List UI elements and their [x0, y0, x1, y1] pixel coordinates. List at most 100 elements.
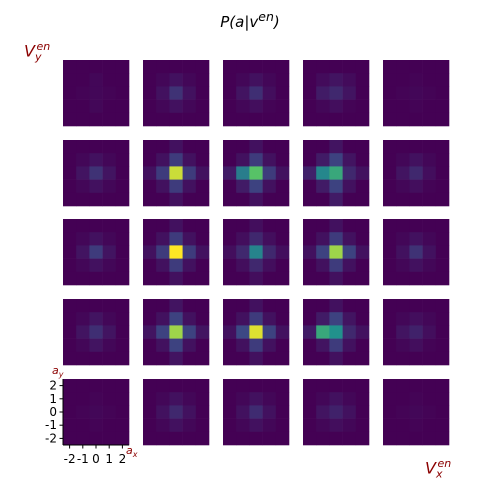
heatmap-cell — [329, 60, 343, 74]
heatmap-cell — [63, 299, 77, 313]
heatmap-cell — [102, 258, 117, 273]
heatmap-cell — [383, 325, 397, 339]
heatmap-cell — [89, 219, 103, 233]
heatmap-cell — [156, 179, 170, 194]
heatmap-cell — [236, 351, 250, 366]
heatmap-cell — [169, 60, 183, 74]
heatmap-cell — [316, 338, 330, 353]
heatmap-cell — [355, 112, 370, 127]
heatmap-cell — [102, 73, 117, 87]
heatmap-cell — [342, 60, 357, 74]
heatmap-cell — [89, 99, 103, 114]
heatmap-cell — [89, 112, 103, 127]
heatmap-cell — [156, 312, 170, 326]
heatmap-cell — [156, 325, 170, 339]
heatmap-cell — [329, 73, 343, 87]
heatmap-cell — [89, 392, 103, 406]
heatmap-cell — [169, 140, 183, 154]
heatmap-cell — [435, 271, 450, 286]
heatmap-cell — [342, 338, 357, 353]
heatmap-cell — [383, 312, 397, 326]
heatmap-cell — [156, 140, 170, 154]
heatmap-cell — [236, 299, 250, 313]
heatmap-cell — [143, 351, 157, 366]
heatmap-cell — [169, 271, 183, 286]
heatmap-cell — [249, 325, 263, 339]
heatmap-cell — [223, 99, 237, 114]
heatmap-cell — [329, 312, 343, 326]
heatmap-cell — [383, 99, 397, 114]
heatmap-cell — [182, 418, 197, 433]
heatmap-cell — [76, 258, 90, 273]
heatmap-cell — [143, 140, 157, 154]
heatmap-cell — [156, 166, 170, 180]
heatmap-panel — [143, 219, 210, 286]
heatmap-cell — [303, 299, 317, 313]
heatmap-cell — [303, 392, 317, 406]
heatmap-cell — [316, 112, 330, 127]
heatmap-cell — [223, 86, 237, 100]
heatmap-panel — [63, 60, 130, 127]
heatmap-cell — [236, 232, 250, 246]
heatmap-cell — [396, 379, 410, 393]
heatmap-cell — [342, 179, 357, 194]
heatmap-cell — [115, 86, 130, 100]
heatmap-cell — [396, 258, 410, 273]
heatmap-cell — [143, 232, 157, 246]
heatmap-cell — [249, 232, 263, 246]
heatmap-cell — [102, 166, 117, 180]
heatmap-cell — [143, 219, 157, 233]
heatmap-cell — [63, 140, 77, 154]
heatmap-cell — [249, 86, 263, 100]
heatmap-panel — [303, 379, 370, 446]
heatmap-cell — [303, 179, 317, 194]
heatmap-cell — [115, 325, 130, 339]
heatmap-cell — [435, 73, 450, 87]
heatmap-cell — [275, 192, 290, 207]
heatmap-cell — [342, 112, 357, 127]
heatmap-panel — [223, 219, 290, 286]
heatmap-cell — [422, 338, 437, 353]
heatmap-cell — [303, 325, 317, 339]
heatmap-cell — [342, 232, 357, 246]
heatmap-cell — [143, 73, 157, 87]
heatmap-cell — [396, 271, 410, 286]
heatmap-cell — [223, 418, 237, 433]
heatmap-cell — [182, 192, 197, 207]
heatmap-cell — [143, 99, 157, 114]
heatmap-cell — [182, 86, 197, 100]
heatmap-cell — [396, 431, 410, 446]
heatmap-cell — [383, 379, 397, 393]
heatmap-cell — [383, 232, 397, 246]
heatmap-cell — [275, 258, 290, 273]
heatmap-cell — [275, 325, 290, 339]
heatmap-cell — [89, 166, 103, 180]
heatmap-panel — [383, 60, 450, 127]
heatmap-cell — [143, 86, 157, 100]
heatmap-panel — [223, 379, 290, 446]
heatmap-cell — [383, 431, 397, 446]
heatmap-cell — [76, 192, 90, 207]
heatmap-cell — [422, 60, 437, 74]
heatmap-cell — [329, 379, 343, 393]
heatmap-panel — [63, 140, 130, 207]
heatmap-cell — [143, 192, 157, 207]
heatmap-cell — [195, 271, 210, 286]
heatmap-cell — [115, 405, 130, 419]
heatmap-cell — [182, 271, 197, 286]
heatmap-cell — [102, 271, 117, 286]
heatmap-cell — [195, 379, 210, 393]
heatmap-cell — [249, 60, 263, 74]
heatmap-cell — [316, 271, 330, 286]
heatmap-cell — [182, 60, 197, 74]
heatmap-cell — [342, 325, 357, 339]
heatmap-cell — [63, 112, 77, 127]
heatmap-cell — [303, 232, 317, 246]
heatmap-cell — [303, 379, 317, 393]
heatmap-cell — [249, 418, 263, 433]
heatmap-cell — [236, 153, 250, 167]
heatmap-cell — [249, 166, 263, 180]
heatmap-cell — [195, 153, 210, 167]
heatmap-cell — [115, 418, 130, 433]
heatmap-cell — [63, 245, 77, 259]
